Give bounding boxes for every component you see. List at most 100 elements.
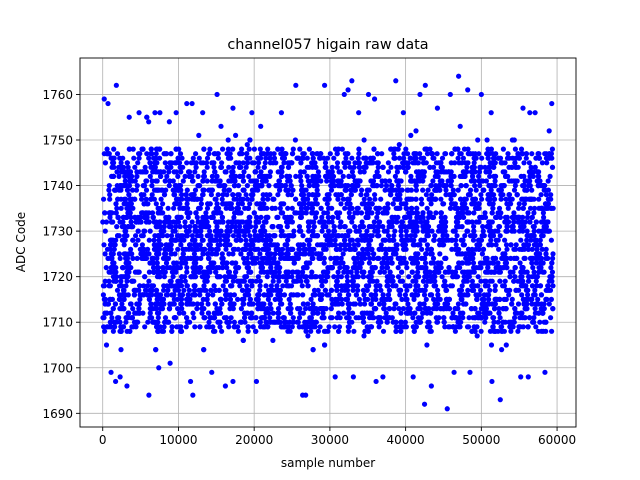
data-point [229,224,235,230]
data-point [478,306,484,312]
data-point [193,160,199,166]
data-point [354,205,360,211]
data-point [444,233,450,239]
data-point [184,265,190,271]
data-point [387,296,393,302]
data-point [452,306,458,312]
data-point [174,214,180,220]
data-point [123,319,129,325]
data-point [338,283,345,289]
data-point [425,319,431,325]
data-point [420,224,426,230]
data-point [310,347,316,353]
data-point [248,237,254,243]
data-point [545,178,551,184]
data-point [354,183,360,189]
data-point [483,169,489,175]
data-point [113,210,119,216]
data-point [375,210,381,216]
data-point [437,160,443,166]
data-point [177,201,183,207]
data-point [156,251,162,257]
data-point [206,265,212,271]
data-point [275,306,282,312]
data-point [311,310,317,316]
data-point [435,169,441,175]
data-point [536,251,542,257]
data-point [214,205,220,211]
data-point [471,164,477,170]
data-point [284,173,290,179]
data-point [281,233,288,239]
data-point [529,187,535,193]
data-point [241,278,247,284]
data-point [262,246,268,252]
data-point [396,142,402,148]
data-point [155,324,161,330]
data-point [476,219,482,225]
data-point [244,142,250,148]
data-point [393,187,399,193]
data-point [305,301,311,307]
data-point [365,251,371,257]
data-point [231,196,237,202]
data-point [247,201,253,207]
data-point [483,306,489,312]
data-point [125,292,131,298]
data-point [227,228,233,234]
data-point [120,265,126,271]
data-point [134,173,140,179]
data-point [193,246,199,252]
data-point [199,301,205,307]
data-point [355,237,361,243]
data-point [421,292,428,298]
data-point [502,237,508,243]
data-point [351,242,357,248]
data-point [160,201,166,207]
data-point [184,210,190,216]
data-point [309,210,315,216]
data-point [335,214,341,220]
data-point [153,169,159,175]
data-point [118,347,124,353]
data-point [539,233,545,239]
data-point [448,173,455,179]
data-point [507,196,513,202]
data-point [127,328,133,334]
data-point [457,151,463,157]
data-point [149,210,156,216]
data-point [170,178,176,184]
data-point [123,228,129,234]
data-point [341,310,347,316]
data-point [147,160,153,166]
data-point [399,219,405,225]
data-point [253,278,259,284]
data-point [231,324,237,330]
data-point [160,296,166,302]
data-point [488,269,494,275]
data-point [256,237,262,243]
data-point [337,315,343,321]
data-point [219,160,225,166]
data-point [186,169,192,175]
data-point [131,292,137,298]
data-point [356,160,362,166]
data-point [174,196,180,202]
data-point [235,328,241,334]
data-point [357,301,363,307]
data-point [415,160,421,166]
data-point [146,119,152,125]
data-point [536,242,542,248]
data-point [386,178,393,184]
data-point [473,187,479,193]
data-point [162,269,168,275]
data-point [148,196,154,202]
data-point [465,292,471,298]
data-point [325,214,331,220]
data-point [533,260,539,266]
data-point [285,274,291,280]
data-point [447,205,454,211]
data-point [378,183,384,189]
data-point [187,242,193,248]
data-point [484,292,490,298]
